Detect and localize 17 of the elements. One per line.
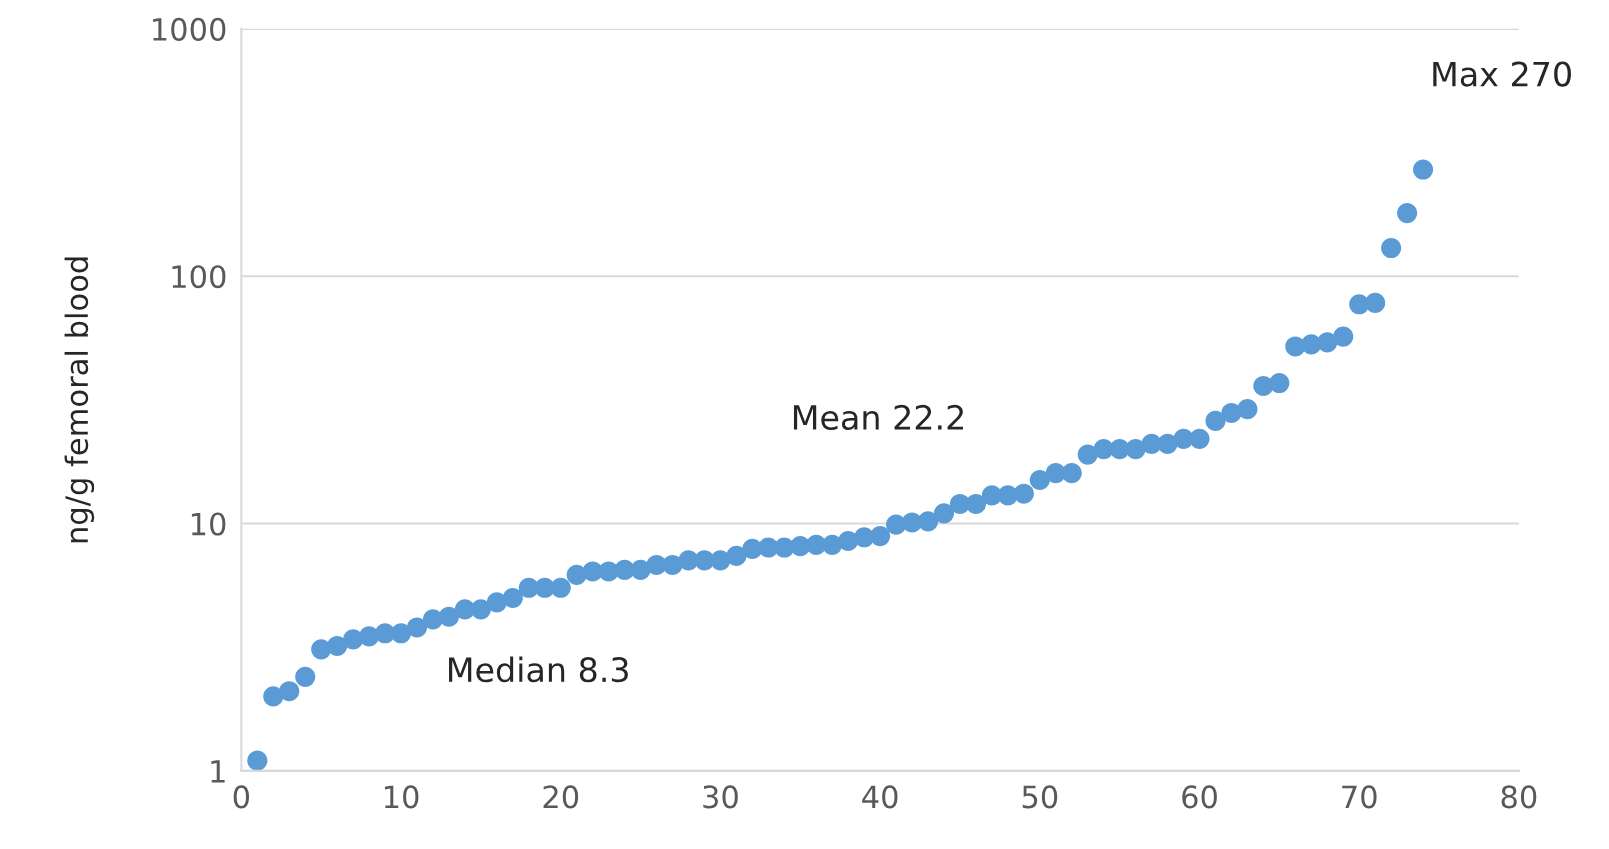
x-tick-label: 20 — [543, 785, 579, 809]
y-axis-title: ng/g femoral blood — [64, 257, 95, 543]
x-tick-label: 70 — [1342, 785, 1377, 809]
x-tick-label: 10 — [384, 785, 419, 809]
x-tick-label: 80 — [1501, 785, 1537, 809]
y-tick-label: 10 — [191, 512, 226, 536]
x-tick-label: 0 — [233, 785, 250, 809]
annotation: Mean 22.2 — [793, 404, 963, 431]
y-tick-label: 100 — [172, 265, 226, 289]
annotation: Max 270 — [1433, 61, 1571, 87]
y-tick-label: 1000 — [153, 17, 226, 41]
x-tick-label: 40 — [862, 785, 898, 809]
annotation: Median 8.3 — [449, 656, 628, 683]
x-tick-label: 60 — [1182, 785, 1217, 809]
y-tick-label: 1 — [211, 760, 225, 783]
x-tick-label: 50 — [1022, 785, 1058, 809]
x-tick-label: 30 — [703, 785, 738, 809]
